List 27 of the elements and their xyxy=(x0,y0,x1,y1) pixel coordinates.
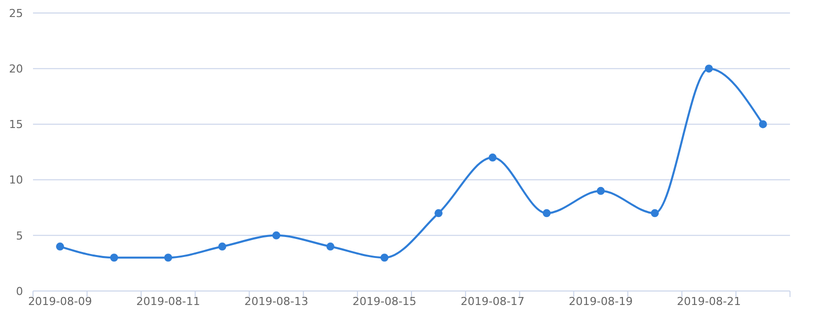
x-tick-label: 2019-08-19 xyxy=(568,295,633,308)
point xyxy=(542,209,551,218)
x-tick-label: 2019-08-21 xyxy=(676,295,741,308)
y-tick-label: 5 xyxy=(16,229,23,242)
y-tick-label: 15 xyxy=(9,118,23,132)
point xyxy=(488,154,497,162)
x-tick-label: 2019-08-17 xyxy=(460,295,525,308)
y-tick-label: 25 xyxy=(9,6,23,20)
point xyxy=(650,209,659,218)
point xyxy=(434,209,443,218)
point xyxy=(218,242,226,251)
x-tick-label: 2019-08-13 xyxy=(244,295,308,308)
x-tick-label: 2019-08-11 xyxy=(136,295,200,308)
point xyxy=(596,186,605,195)
point xyxy=(272,231,280,240)
point xyxy=(164,254,172,262)
point xyxy=(380,254,388,262)
point xyxy=(704,64,713,73)
x-tick-label: 2019-08-09 xyxy=(28,295,92,308)
y-tick-label: 0 xyxy=(16,284,23,298)
y-tick-label: 20 xyxy=(9,62,23,76)
y-tick-label: 10 xyxy=(9,174,23,187)
point xyxy=(758,120,767,128)
point xyxy=(110,254,118,262)
x-tick-label: 2019-08-15 xyxy=(352,295,416,308)
point xyxy=(56,242,64,251)
point xyxy=(326,242,334,251)
